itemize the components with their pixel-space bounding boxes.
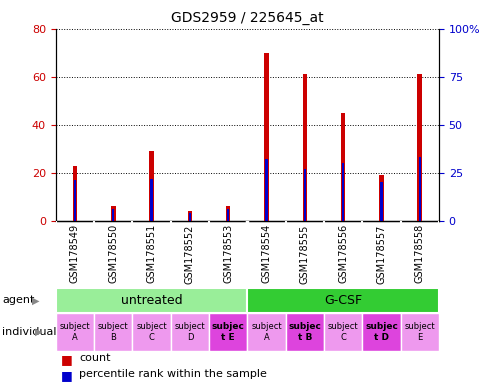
- Text: subject
C: subject C: [136, 322, 166, 342]
- Text: untreated: untreated: [121, 294, 182, 307]
- Bar: [187, 211, 192, 221]
- Bar: [379, 182, 382, 221]
- Text: GSM178558: GSM178558: [414, 224, 424, 283]
- Text: subject
B: subject B: [98, 322, 128, 342]
- Text: subjec
t B: subjec t B: [288, 322, 320, 342]
- Bar: [56, 288, 247, 313]
- Text: percentile rank within the sample: percentile rank within the sample: [79, 369, 266, 379]
- Text: GSM178557: GSM178557: [376, 224, 386, 283]
- Text: GSM178553: GSM178553: [223, 224, 233, 283]
- Text: GSM178555: GSM178555: [299, 224, 309, 283]
- Text: G-CSF: G-CSF: [323, 294, 362, 307]
- Bar: [362, 313, 400, 351]
- Bar: [378, 175, 383, 221]
- Bar: [149, 151, 153, 221]
- Bar: [341, 163, 344, 221]
- Bar: [170, 313, 209, 351]
- Text: subjec
t E: subjec t E: [212, 322, 244, 342]
- Text: agent: agent: [2, 295, 35, 306]
- Bar: [94, 313, 132, 351]
- Text: ■: ■: [60, 353, 72, 366]
- Bar: [264, 53, 268, 221]
- Text: subject
C: subject C: [327, 322, 358, 342]
- Bar: [209, 313, 247, 351]
- Text: subjec
t D: subjec t D: [364, 322, 397, 342]
- Bar: [265, 159, 267, 221]
- Bar: [74, 180, 76, 221]
- Title: GDS2959 / 225645_at: GDS2959 / 225645_at: [171, 11, 323, 25]
- Bar: [73, 166, 77, 221]
- Text: count: count: [79, 353, 110, 363]
- Text: ▶: ▶: [35, 327, 43, 337]
- Bar: [247, 313, 285, 351]
- Bar: [285, 313, 323, 351]
- Text: GSM178551: GSM178551: [146, 224, 156, 283]
- Text: GSM178552: GSM178552: [184, 224, 195, 283]
- Text: GSM178549: GSM178549: [70, 224, 80, 283]
- Text: subject
E: subject E: [404, 322, 434, 342]
- Text: GSM178554: GSM178554: [261, 224, 271, 283]
- Bar: [340, 113, 345, 221]
- Text: GSM178550: GSM178550: [108, 224, 118, 283]
- Bar: [227, 209, 229, 221]
- Bar: [56, 313, 94, 351]
- Bar: [417, 74, 421, 221]
- Bar: [323, 313, 362, 351]
- Text: subject
A: subject A: [251, 322, 281, 342]
- Bar: [226, 207, 230, 221]
- Text: subject
D: subject D: [174, 322, 205, 342]
- Bar: [188, 213, 191, 221]
- Text: individual: individual: [2, 327, 57, 337]
- Bar: [247, 288, 438, 313]
- Text: subject
A: subject A: [60, 322, 90, 342]
- Text: GSM178556: GSM178556: [337, 224, 348, 283]
- Bar: [302, 74, 306, 221]
- Bar: [132, 313, 170, 351]
- Bar: [111, 207, 115, 221]
- Bar: [150, 179, 152, 221]
- Text: ▶: ▶: [31, 295, 39, 306]
- Bar: [418, 157, 420, 221]
- Bar: [303, 169, 305, 221]
- Bar: [112, 209, 114, 221]
- Text: ■: ■: [60, 369, 72, 382]
- Bar: [400, 313, 438, 351]
